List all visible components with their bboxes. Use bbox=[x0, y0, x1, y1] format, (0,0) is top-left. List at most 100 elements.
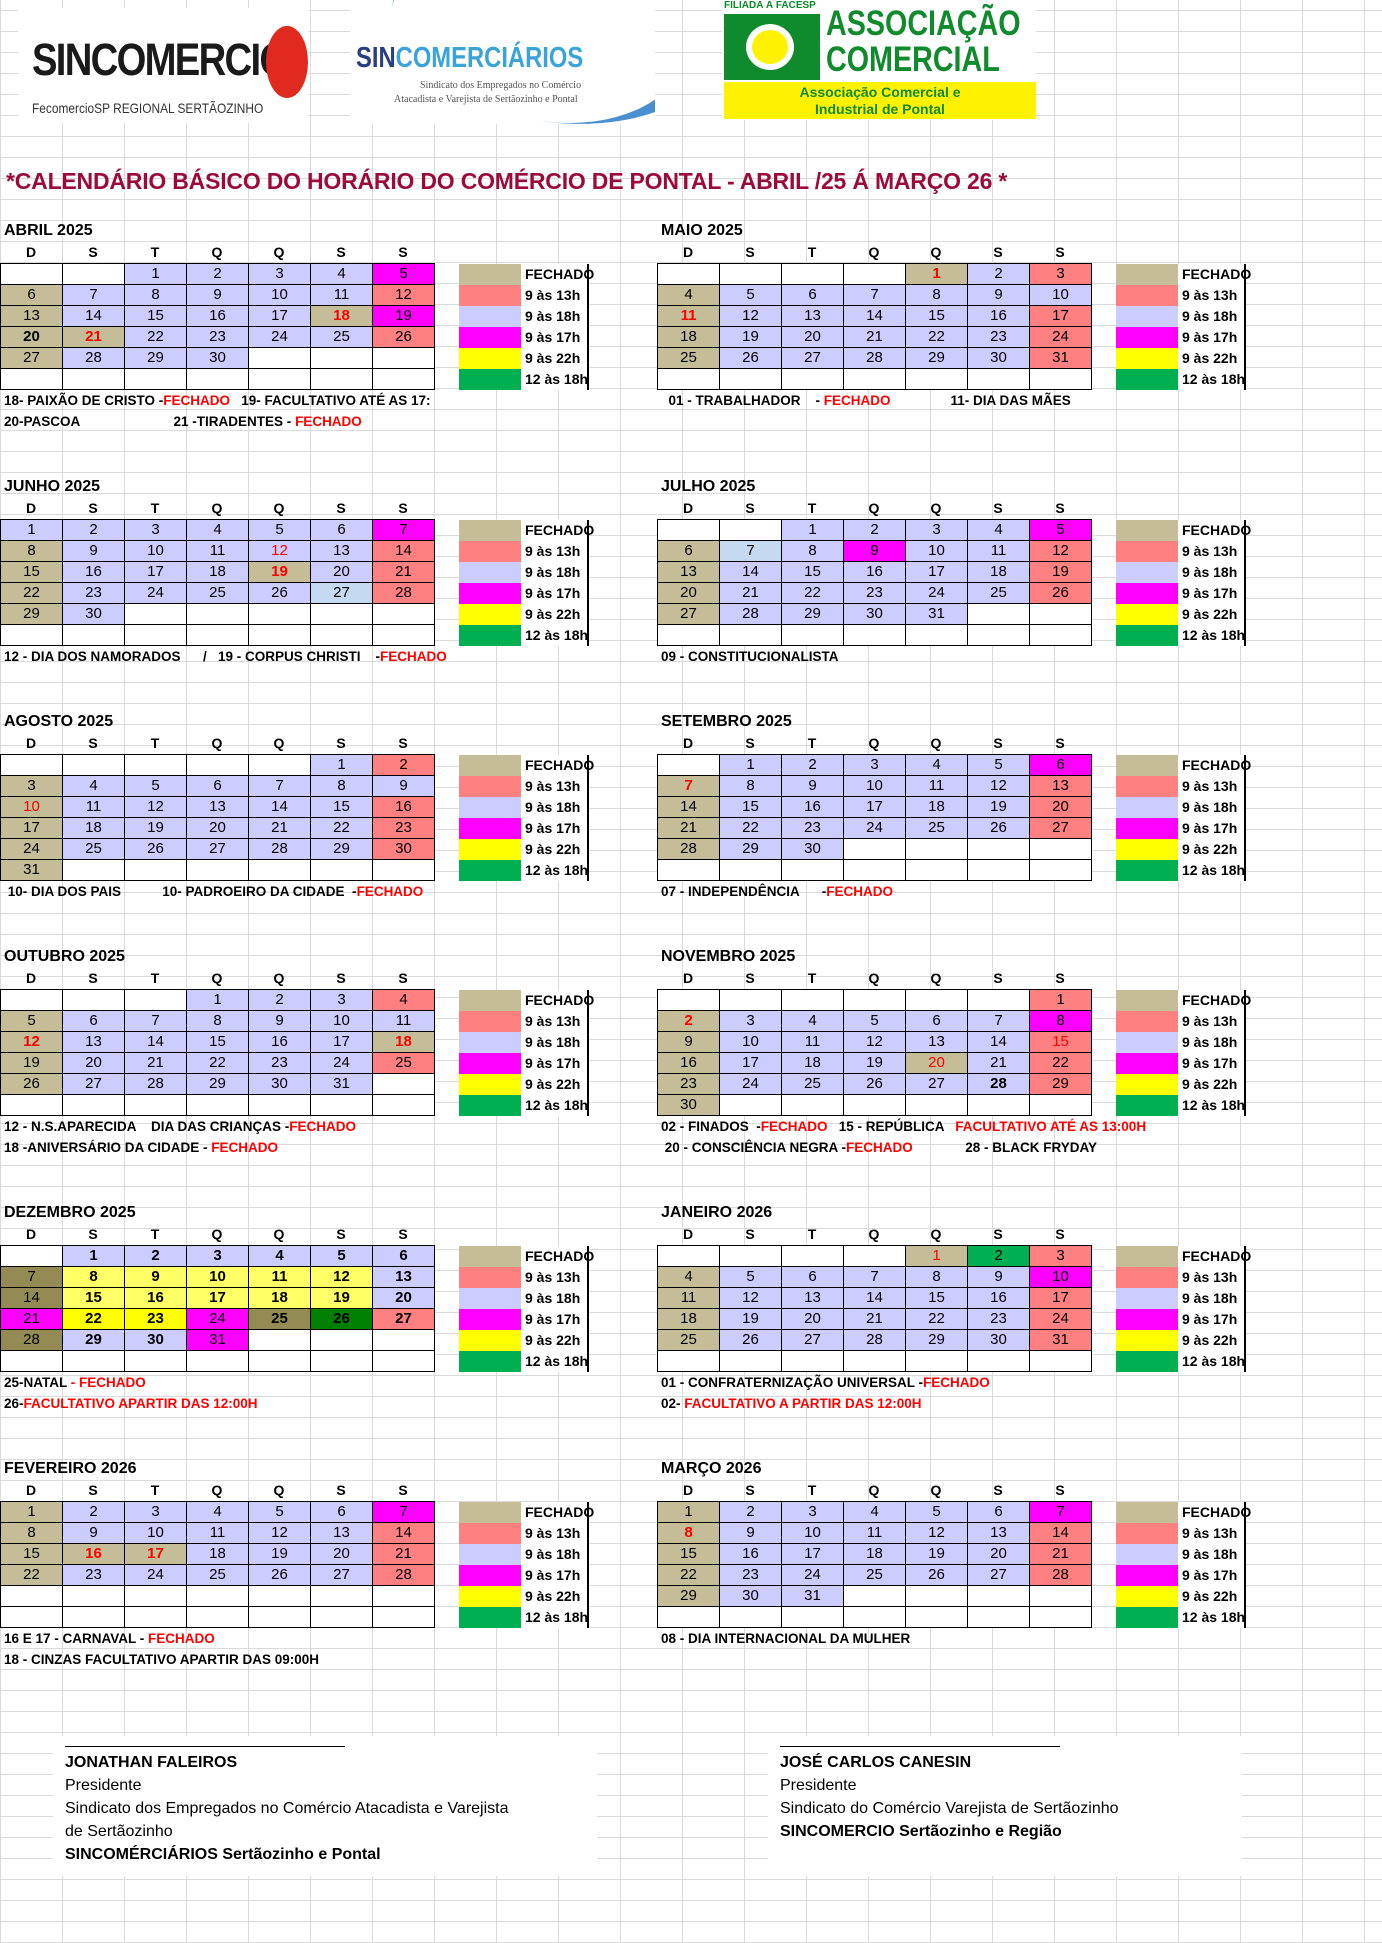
day-cell: 24 bbox=[843, 817, 906, 839]
day-cell: 29 bbox=[310, 838, 373, 860]
day-cell: 2 bbox=[124, 1245, 187, 1267]
legend-label: 9 às 13h bbox=[521, 1523, 589, 1544]
week-row: 8 9 10 11 12 13 14 bbox=[0, 540, 435, 562]
weekday-label: D bbox=[682, 1482, 694, 1498]
day-cell: 8 bbox=[1029, 1010, 1092, 1032]
day-cell bbox=[62, 263, 125, 285]
legend-item: 9 às 13h bbox=[459, 1523, 589, 1544]
day-cell: 21 bbox=[62, 326, 125, 348]
legend-label: 9 às 17h bbox=[521, 1309, 589, 1330]
legend-swatch bbox=[459, 1288, 521, 1309]
day-cell bbox=[62, 1585, 125, 1607]
legend-item: 12 às 18h bbox=[459, 369, 589, 390]
legend-swatch bbox=[1116, 369, 1178, 390]
legend-swatch bbox=[1116, 839, 1178, 860]
legend-item: 9 às 18h bbox=[459, 306, 589, 327]
weekday-label: Q bbox=[273, 735, 285, 751]
note-segment: 11- DIA DAS MÃES bbox=[890, 393, 1071, 408]
day-cell bbox=[719, 519, 782, 541]
legend-label: 12 às 18h bbox=[1178, 1351, 1246, 1372]
weekday-label: Q bbox=[273, 1226, 285, 1242]
legend-label: 9 às 13h bbox=[1178, 285, 1246, 306]
day-cell: 27 bbox=[967, 1564, 1030, 1586]
day-cell: 29 bbox=[124, 347, 187, 369]
legend-item: 9 às 22h bbox=[1116, 348, 1246, 369]
legend-item: 12 às 18h bbox=[459, 625, 589, 646]
day-cell: 8 bbox=[0, 1522, 63, 1544]
day-cell bbox=[967, 603, 1030, 625]
day-cell: 25 bbox=[967, 582, 1030, 604]
day-cell: 7 bbox=[719, 540, 782, 562]
month-grid: 1 2 3 4 5 6 7 8 9 10 11 12 13 14 15 16 17 18 19 20 21 22 23 24 2… bbox=[657, 519, 1092, 646]
month-calendar: NOVEMBRO 2025 D S T Q Q S S 1 2 3 4 5 6 7 8 9 10 11 12 13 14 1… bbox=[657, 946, 1257, 1158]
day-cell: 5 bbox=[719, 284, 782, 306]
day-cell: 29 bbox=[186, 1073, 249, 1095]
day-cell bbox=[186, 1094, 249, 1116]
legend-label: 9 às 22h bbox=[521, 604, 589, 625]
day-cell: 20 bbox=[0, 326, 63, 348]
day-cell: 22 bbox=[310, 817, 373, 839]
day-cell: 10 bbox=[781, 1522, 844, 1544]
legend: FECHADO 9 às 13h 9 às 18h 9 às 17h 9 às 22h 1… bbox=[1116, 1246, 1251, 1372]
day-cell: 1 bbox=[719, 754, 782, 776]
note-segment: 19- FACULTATIVO ATÉ AS 17: bbox=[230, 393, 431, 408]
day-cell: 17 bbox=[248, 305, 311, 327]
legend-label: FECHADO bbox=[521, 1502, 594, 1523]
legend-label: FECHADO bbox=[521, 755, 594, 776]
day-cell: 6 bbox=[905, 1010, 968, 1032]
legend-label: 12 às 18h bbox=[521, 860, 589, 881]
legend-swatch bbox=[459, 264, 521, 285]
day-cell: 12 bbox=[310, 1266, 373, 1288]
week-row: 23 24 25 26 27 28 29 bbox=[657, 1073, 1092, 1095]
day-cell bbox=[310, 1094, 373, 1116]
legend-label: 9 às 18h bbox=[1178, 1288, 1246, 1309]
day-cell: 22 bbox=[719, 817, 782, 839]
month-calendar: DEZEMBRO 2025 D S T Q Q S S 1 2 3 4 5 6 7 8 9 10 11 12 13 14 1… bbox=[0, 1202, 600, 1414]
logo-tagline: FILIADA À FACESP bbox=[724, 0, 816, 11]
day-cell bbox=[372, 368, 435, 390]
day-cell bbox=[124, 859, 187, 881]
day-cell: 24 bbox=[1029, 1308, 1092, 1330]
day-cell: 8 bbox=[310, 775, 373, 797]
day-cell: 10 bbox=[1029, 1266, 1092, 1288]
legend-label: 9 às 18h bbox=[521, 1544, 589, 1565]
legend-label: 9 às 22h bbox=[521, 348, 589, 369]
legend-swatch bbox=[459, 348, 521, 369]
day-cell: 29 bbox=[1029, 1073, 1092, 1095]
week-row bbox=[657, 1606, 1092, 1628]
legend-swatch bbox=[459, 1330, 521, 1351]
note-segment: FECHADO bbox=[211, 1140, 279, 1155]
legend-swatch bbox=[1116, 1095, 1178, 1116]
day-cell bbox=[657, 1245, 720, 1267]
day-cell bbox=[843, 1350, 906, 1372]
day-cell bbox=[372, 859, 435, 881]
day-cell: 24 bbox=[186, 1308, 249, 1330]
weekday-label: D bbox=[25, 735, 37, 751]
legend-swatch bbox=[459, 1351, 521, 1372]
day-cell bbox=[248, 624, 311, 646]
legend: FECHADO 9 às 13h 9 às 18h 9 às 17h 9 às 22h 1… bbox=[1116, 755, 1251, 881]
day-cell bbox=[967, 1606, 1030, 1628]
legend-swatch bbox=[459, 1309, 521, 1330]
legend-item: 12 às 18h bbox=[459, 860, 589, 881]
weekday-label: D bbox=[682, 970, 694, 986]
day-cell: 13 bbox=[781, 305, 844, 327]
day-cell bbox=[967, 1350, 1030, 1372]
day-cell: 8 bbox=[719, 775, 782, 797]
legend-swatch bbox=[1116, 1330, 1178, 1351]
day-cell: 28 bbox=[124, 1073, 187, 1095]
day-cell: 11 bbox=[248, 1266, 311, 1288]
day-cell bbox=[719, 1350, 782, 1372]
weekday-label: S bbox=[993, 1482, 1003, 1498]
weekday-label: T bbox=[150, 244, 160, 260]
day-cell: 11 bbox=[62, 796, 125, 818]
day-cell bbox=[248, 1606, 311, 1628]
day-cell: 27 bbox=[781, 347, 844, 369]
day-cell: 9 bbox=[967, 1266, 1030, 1288]
day-cell: 19 bbox=[310, 1287, 373, 1309]
legend-item: 9 às 18h bbox=[459, 797, 589, 818]
